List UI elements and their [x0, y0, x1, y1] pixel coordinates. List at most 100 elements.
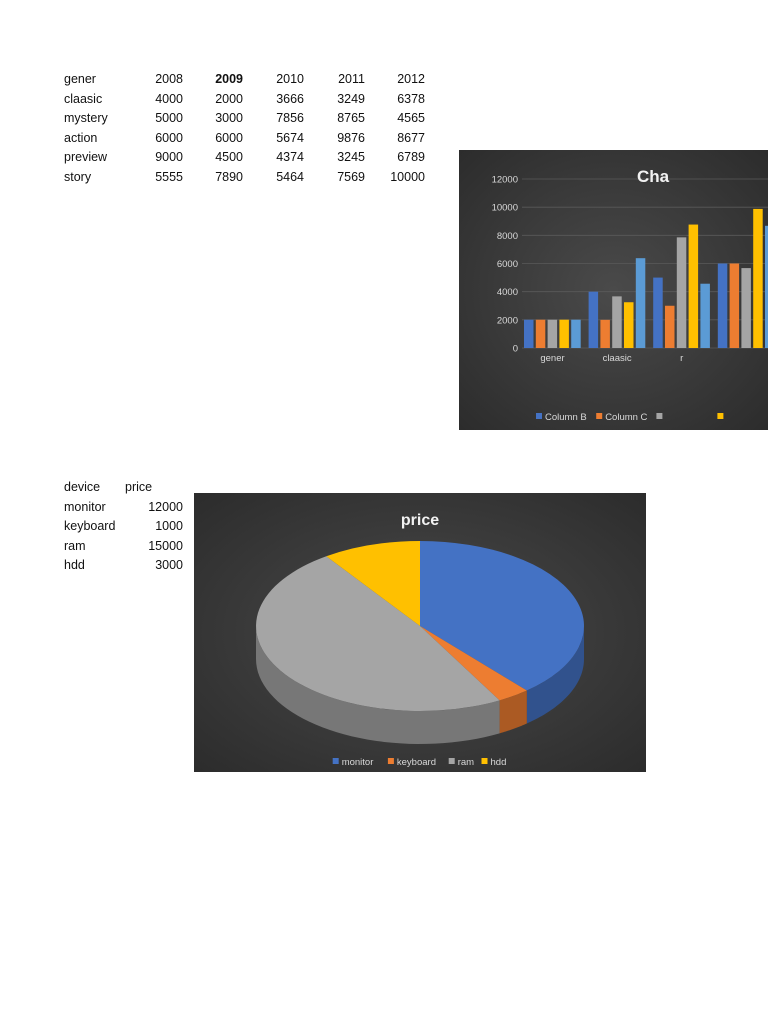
legend-swatch: [536, 413, 542, 419]
table1-row-label: preview: [64, 150, 108, 165]
table2-price: 1000: [155, 519, 183, 534]
bar-chart-svg: 0 2000 4000 6000 8000 10000 12000 Cha gener claas…: [459, 150, 768, 430]
legend-swatch: [717, 413, 724, 419]
bar: [559, 319, 569, 348]
table1-cell: 2000: [215, 91, 243, 106]
bar-y-tick-label: 0: [513, 344, 518, 355]
legend-swatch: [332, 758, 339, 764]
price-pie-chart: price monitor keyboard ram hdd: [194, 493, 646, 772]
bar: [741, 268, 751, 348]
bar: [653, 277, 663, 348]
table1-cell: 6789: [397, 150, 425, 165]
table1-row-label: mystery: [64, 111, 108, 126]
bar-chart-background: [459, 150, 768, 430]
bar-y-tick-label: 10000: [492, 203, 518, 214]
bar: [624, 302, 634, 348]
legend-swatch: [656, 413, 663, 419]
bar-x-tick-label: claasic: [603, 353, 632, 364]
bar: [729, 263, 740, 348]
legend-swatch: [596, 413, 603, 419]
table1-header-label: gener: [64, 72, 96, 86]
table1-cell: 6378: [397, 91, 425, 106]
pie-chart-title: price: [401, 512, 439, 529]
table1-cell: 7856: [276, 111, 304, 126]
table1-header-year: 2009: [215, 72, 243, 86]
bar: [524, 319, 534, 348]
genre-bar-chart: 0 2000 4000 6000 8000 10000 12000 Cha gener claas…: [459, 150, 768, 430]
table1-cell: 6000: [155, 130, 183, 145]
table1-cell: 3245: [337, 150, 365, 165]
table1-header-year: 2012: [397, 72, 425, 86]
legend-label: Column C: [605, 412, 647, 423]
pie-slice-side: [499, 690, 527, 734]
legend-swatch: [387, 758, 394, 764]
table1-row-label: story: [64, 170, 92, 184]
bar: [600, 319, 610, 348]
pie-slice: [256, 556, 500, 711]
table2-device: keyboard: [64, 519, 116, 534]
table1-header-year: 2011: [338, 72, 365, 86]
table2-device: monitor: [64, 499, 106, 514]
pie-slice: [326, 541, 420, 626]
bar: [547, 319, 558, 348]
bar-x-tick-label: gener: [540, 353, 564, 364]
legend-label: monitor: [342, 757, 374, 768]
table1-cell: 10000: [390, 170, 425, 184]
bar: [676, 237, 687, 348]
table1-cell: 7890: [215, 170, 243, 184]
bar: [665, 305, 675, 348]
bar: [765, 225, 768, 348]
table2-price: 15000: [148, 538, 183, 553]
table1-header-year: 2010: [276, 72, 304, 86]
table2-price: 12000: [148, 499, 183, 514]
table1-header-year: 2008: [155, 72, 183, 86]
bar: [753, 208, 763, 348]
table1-row-label: action: [64, 130, 98, 145]
bar-y-tick-label: 8000: [497, 231, 518, 242]
table1-cell: 3666: [276, 91, 304, 106]
table1-cell: 8677: [397, 130, 425, 145]
legend-swatch: [448, 758, 455, 764]
table1-cell: 9000: [155, 150, 183, 165]
table1-cell: 5674: [276, 130, 304, 145]
legend-swatch: [481, 758, 488, 764]
bar: [635, 258, 646, 348]
table1-cell: 5555: [155, 170, 183, 184]
pie-chart-svg: price monitor keyboard ram hdd: [194, 493, 646, 772]
pie-slice-side: [256, 626, 500, 744]
bar-y-tick-label: 12000: [492, 175, 518, 186]
table1-cell: 8765: [337, 111, 365, 126]
bar-chart-title: Cha: [637, 167, 670, 186]
bar: [612, 296, 622, 348]
table1-cell: 4374: [276, 150, 304, 165]
table1-cell: 5000: [155, 111, 183, 126]
bar: [688, 224, 699, 348]
pie-slice-side: [526, 626, 584, 724]
table1-cell: 3000: [215, 111, 243, 126]
bar-y-tick-label: 4000: [497, 287, 518, 298]
table1-cell: 9876: [337, 130, 365, 145]
table1-row-label: claasic: [64, 91, 103, 106]
table2-header-device: device: [64, 480, 101, 494]
bar-y-tick-label: 6000: [497, 259, 518, 270]
bar: [717, 263, 728, 348]
bar: [535, 319, 546, 348]
table2-device: ram: [64, 538, 86, 553]
table1-cell: 7569: [337, 170, 365, 184]
table1-cell: 3249: [337, 91, 365, 106]
table2-header-price: price: [125, 480, 153, 494]
table1-cell: 4565: [397, 111, 425, 126]
table1-cell: 4500: [215, 150, 243, 165]
bar: [588, 291, 599, 348]
table1-cell: 6000: [215, 130, 243, 145]
bar: [571, 319, 581, 348]
legend-label: keyboard: [397, 757, 436, 768]
pie-slice: [420, 626, 527, 701]
table1-cell: 5464: [276, 170, 304, 184]
bar-y-tick-label: 2000: [497, 315, 518, 326]
legend-label: ram: [458, 757, 474, 768]
table2-price: 3000: [155, 558, 183, 573]
legend-label: Column B: [545, 412, 587, 423]
legend-label: hdd: [491, 757, 507, 768]
table2-device: hdd: [64, 558, 85, 573]
